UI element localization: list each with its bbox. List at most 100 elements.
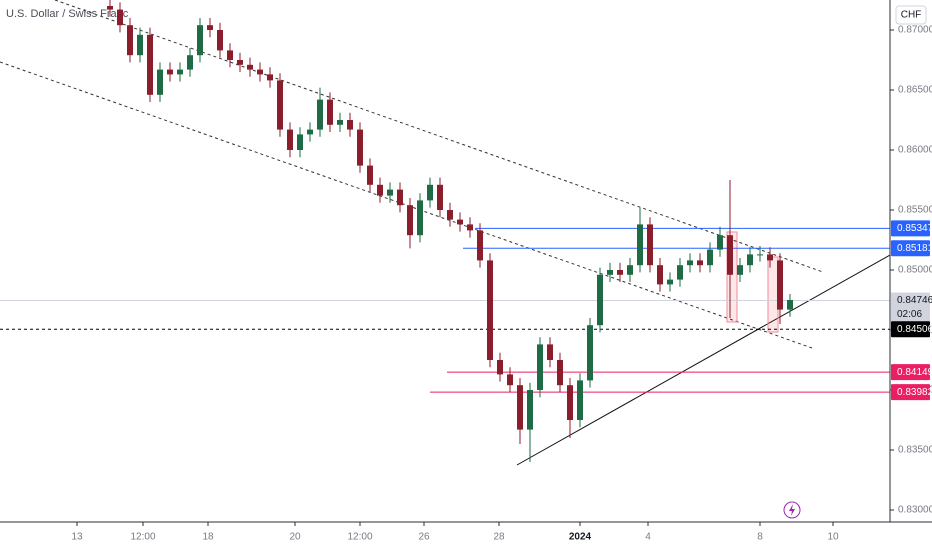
candle-body bbox=[237, 60, 243, 65]
candle-body bbox=[217, 30, 223, 51]
price-label: 0.84149 bbox=[897, 367, 932, 378]
candle-body bbox=[227, 50, 233, 60]
candle-body bbox=[627, 265, 633, 275]
candle-body bbox=[587, 325, 593, 381]
candle-body bbox=[757, 254, 763, 256]
candle-body bbox=[187, 55, 193, 70]
candle-body bbox=[737, 265, 743, 275]
x-tick-label: 2024 bbox=[569, 532, 592, 543]
candle-body bbox=[747, 254, 753, 266]
candle-body bbox=[607, 270, 613, 275]
candle-body bbox=[447, 210, 453, 220]
candle-body bbox=[727, 235, 733, 275]
candle-body bbox=[577, 380, 583, 420]
y-tick-label: 0.86500 bbox=[898, 85, 932, 96]
highlight-box bbox=[767, 256, 779, 333]
candle-body bbox=[427, 184, 433, 201]
candle-body bbox=[197, 25, 203, 56]
x-tick-label: 28 bbox=[493, 532, 505, 543]
candle-body bbox=[417, 200, 423, 236]
price-label: 0.84506 bbox=[897, 324, 932, 335]
candle-body bbox=[387, 189, 393, 196]
currency-box[interactable] bbox=[895, 5, 927, 25]
countdown-label: 02:06 bbox=[897, 309, 922, 320]
candle-body bbox=[347, 120, 353, 130]
y-tick-label: 0.83500 bbox=[898, 445, 932, 456]
candle-body bbox=[697, 260, 703, 266]
y-tick-label: 0.86000 bbox=[898, 145, 932, 156]
y-tick-label: 0.85500 bbox=[898, 205, 932, 216]
x-tick-label: 8 bbox=[757, 532, 763, 543]
candle-body bbox=[497, 360, 503, 375]
candle-body bbox=[537, 344, 543, 390]
candle-body bbox=[317, 99, 323, 130]
price-label: 0.85347 bbox=[897, 223, 932, 234]
candle-body bbox=[667, 279, 673, 285]
price-label: 0.84746 bbox=[897, 295, 932, 306]
price-label-box bbox=[891, 292, 930, 323]
trend-line bbox=[516, 254, 891, 466]
candle-body bbox=[147, 34, 153, 95]
candle-body bbox=[487, 260, 493, 360]
candle-body bbox=[287, 129, 293, 150]
channel-top bbox=[54, 0, 824, 273]
candle-body bbox=[247, 64, 253, 70]
candle-body bbox=[267, 74, 273, 81]
candle-body bbox=[507, 374, 513, 386]
candle-body bbox=[407, 205, 413, 236]
candle-body bbox=[457, 219, 463, 225]
candle-body bbox=[787, 300, 793, 310]
x-tick-label: 12:00 bbox=[347, 532, 372, 543]
candle-body bbox=[257, 69, 263, 75]
candle-body bbox=[707, 249, 713, 266]
x-tick-label: 13 bbox=[71, 532, 83, 543]
candle-body bbox=[297, 134, 303, 150]
price-label-box bbox=[891, 364, 930, 381]
candle-body bbox=[637, 224, 643, 266]
candle-body bbox=[107, 6, 113, 10]
candle-body bbox=[157, 69, 163, 95]
price-label-box bbox=[891, 220, 930, 237]
price-label: 0.83982 bbox=[897, 387, 932, 398]
candle-body bbox=[207, 25, 213, 30]
x-tick-label: 20 bbox=[289, 532, 301, 543]
candle-body bbox=[477, 230, 483, 261]
candle-body bbox=[517, 385, 523, 430]
x-tick-label: 18 bbox=[202, 532, 214, 543]
candle-body bbox=[527, 390, 533, 430]
x-tick-label: 4 bbox=[645, 532, 651, 543]
price-label-box bbox=[891, 384, 930, 401]
y-tick-label: 0.85000 bbox=[898, 265, 932, 276]
candle-body bbox=[307, 129, 313, 135]
candle-body bbox=[767, 254, 773, 261]
candle-body bbox=[177, 69, 183, 75]
highlight-box bbox=[726, 231, 738, 323]
candle-body bbox=[547, 344, 553, 360]
candle-body bbox=[337, 120, 343, 125]
x-tick-label: 12:00 bbox=[130, 532, 155, 543]
candle-body bbox=[467, 224, 473, 231]
candle-body bbox=[377, 184, 383, 196]
candle-body bbox=[167, 69, 173, 75]
chart-title: U.S. Dollar / Swiss Franc bbox=[6, 8, 129, 20]
candle-body bbox=[367, 165, 373, 185]
candle-body bbox=[357, 129, 363, 166]
candle-body bbox=[597, 274, 603, 326]
alert-bolt bbox=[789, 504, 795, 516]
candle-body bbox=[127, 25, 133, 56]
currency-label[interactable]: CHF bbox=[901, 10, 922, 21]
candle-body bbox=[717, 235, 723, 250]
candle-body bbox=[647, 224, 653, 266]
candle-body bbox=[687, 260, 693, 266]
price-label-box bbox=[891, 240, 930, 257]
candle-body bbox=[557, 360, 563, 386]
candle-body bbox=[397, 189, 403, 206]
candle-body bbox=[677, 265, 683, 280]
candle-body bbox=[137, 34, 143, 56]
candle-body bbox=[657, 265, 663, 285]
price-label-box bbox=[891, 321, 930, 338]
candle-body bbox=[617, 270, 623, 275]
drawings bbox=[0, 0, 891, 466]
